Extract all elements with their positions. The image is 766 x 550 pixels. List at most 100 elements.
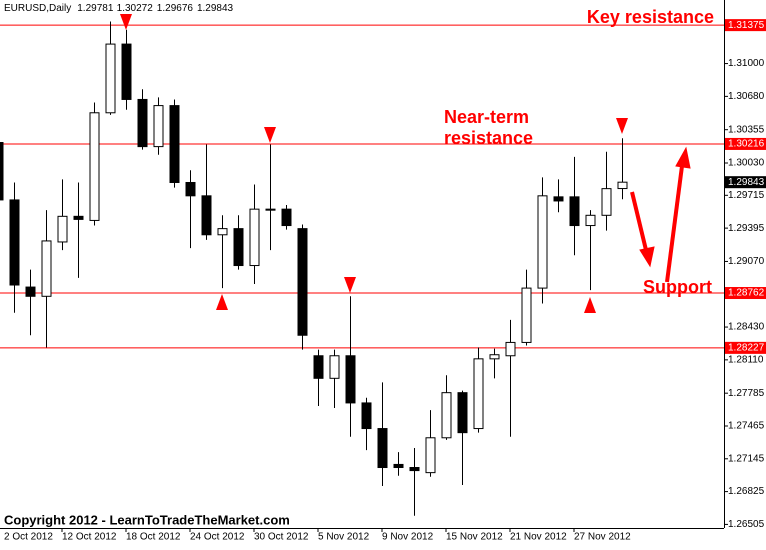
annotation: Key resistance <box>587 7 714 27</box>
annotation: resistance <box>444 128 533 148</box>
x-tick-label: 9 Nov 2012 <box>382 532 434 543</box>
x-tick-label: 27 Nov 2012 <box>574 532 631 543</box>
trend-arrows <box>630 146 691 283</box>
price-label: 1.29843 <box>728 177 765 188</box>
candle-body <box>233 228 244 267</box>
candle-body <box>89 112 100 221</box>
y-tick-label: 1.26825 <box>728 486 765 497</box>
y-tick-label: 1.30355 <box>728 124 765 135</box>
x-tick-label: 30 Oct 2012 <box>254 532 309 543</box>
header-close: 1.29843 <box>197 3 234 14</box>
arrow-down <box>120 14 132 30</box>
candle-body <box>281 208 292 227</box>
x-tick-label: 18 Oct 2012 <box>126 532 181 543</box>
level-label-bg <box>725 287 766 300</box>
arrows <box>120 14 628 313</box>
level-label: 1.30216 <box>728 139 765 150</box>
candle-body <box>313 355 324 379</box>
x-tick-label: 5 Nov 2012 <box>318 532 370 543</box>
arrow-up <box>216 294 228 310</box>
price-label-bg <box>725 176 766 189</box>
candle-body <box>457 392 468 434</box>
y-tick-label: 1.27785 <box>728 388 765 399</box>
arrow-head <box>675 146 691 169</box>
x-tick-label: 15 Nov 2012 <box>446 532 503 543</box>
watermark: Copyright 2012 - LearnToTradeTheMarket.c… <box>4 512 290 527</box>
candle-body <box>425 437 436 474</box>
y-tick-label: 1.31000 <box>728 58 765 69</box>
candle-body <box>297 228 308 336</box>
x-tick-label: 24 Oct 2012 <box>190 532 245 543</box>
candle-body <box>521 287 532 343</box>
candle-body <box>57 215 68 243</box>
level-label-bg <box>725 341 766 354</box>
x-tick-label: 2 Oct 2012 <box>4 532 53 543</box>
level-label: 1.28762 <box>728 288 765 299</box>
header-open: 1.29781 <box>77 3 114 14</box>
y-tick-label: 1.30680 <box>728 91 765 102</box>
candle-body <box>617 181 628 190</box>
arrow-down <box>344 277 356 293</box>
candle-body <box>537 195 548 289</box>
candle-body <box>441 392 452 439</box>
y-tick-label: 1.29715 <box>728 190 765 201</box>
candle-body <box>505 341 516 357</box>
candle-body <box>201 195 212 236</box>
candle-body <box>393 463 404 469</box>
candle-body <box>249 208 260 267</box>
y-tick-label: 1.27145 <box>728 453 765 464</box>
candle-body <box>409 467 420 472</box>
annotation: Near-term <box>444 107 529 127</box>
level-label-bg <box>725 137 766 150</box>
candle-body <box>217 228 228 236</box>
symbol: EURUSD,Daily <box>4 3 71 14</box>
candle-body <box>169 105 180 183</box>
arrow-up <box>584 297 596 313</box>
level-label: 1.31375 <box>728 20 765 31</box>
candle-body <box>25 286 36 297</box>
candle-body <box>41 240 52 297</box>
header-high: 1.30272 <box>117 3 154 14</box>
candle-body <box>121 43 132 100</box>
candle-body <box>9 199 20 286</box>
candle-body <box>73 215 84 220</box>
candle-body <box>265 208 276 211</box>
x-tick-label: 21 Nov 2012 <box>510 532 567 543</box>
candle-body <box>105 43 116 114</box>
candle-body <box>0 142 4 201</box>
arrow-line <box>630 191 648 251</box>
candle-body <box>361 402 372 430</box>
candle-body <box>473 358 484 430</box>
level-label-bg <box>725 19 766 32</box>
candle-body <box>185 181 196 197</box>
arrow-down <box>264 127 276 143</box>
candle-body <box>329 355 340 379</box>
plot-area <box>0 21 724 516</box>
arrow-down <box>616 118 628 134</box>
y-tick-label: 1.28430 <box>728 322 765 333</box>
x-tick-label: 12 Oct 2012 <box>62 532 117 543</box>
candle-body <box>601 188 612 216</box>
candle-body <box>137 98 148 148</box>
chart-header: EURUSD,Daily 1.29781 1.30272 1.29676 1.29843 <box>4 3 234 14</box>
candle-body <box>489 354 500 360</box>
candle-body <box>585 214 596 227</box>
candle-body <box>377 428 388 469</box>
y-tick-label: 1.30030 <box>728 158 765 169</box>
y-tick-label: 1.26505 <box>728 519 765 530</box>
arrow-head <box>639 246 655 268</box>
y-tick-label: 1.27465 <box>728 421 765 432</box>
y-tick-label: 1.29395 <box>728 223 765 234</box>
level-label: 1.28227 <box>728 343 765 354</box>
candle-body <box>345 355 356 404</box>
candle-body <box>553 196 564 202</box>
y-tick-label: 1.29070 <box>728 256 765 267</box>
y-tick-label: 1.28110 <box>728 355 764 366</box>
arrow-line <box>665 165 684 283</box>
candle-body <box>153 105 164 148</box>
header-low: 1.29676 <box>157 3 194 14</box>
candle-body <box>569 196 580 227</box>
annotation: Support <box>643 277 712 297</box>
